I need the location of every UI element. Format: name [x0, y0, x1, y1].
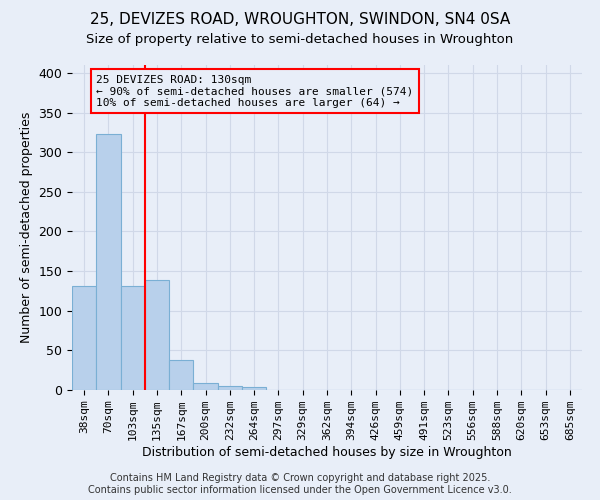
Y-axis label: Number of semi-detached properties: Number of semi-detached properties	[20, 112, 33, 343]
Bar	[218, 386, 242, 390]
X-axis label: Distribution of semi-detached houses by size in Wroughton: Distribution of semi-detached houses by …	[142, 446, 512, 459]
Bar	[121, 286, 145, 390]
Bar	[193, 383, 218, 390]
Text: Size of property relative to semi-detached houses in Wroughton: Size of property relative to semi-detach…	[86, 32, 514, 46]
Bar	[242, 387, 266, 390]
Bar	[96, 134, 121, 390]
Bar	[72, 286, 96, 390]
Bar	[169, 360, 193, 390]
Text: 25, DEVIZES ROAD, WROUGHTON, SWINDON, SN4 0SA: 25, DEVIZES ROAD, WROUGHTON, SWINDON, SN…	[90, 12, 510, 28]
Text: Contains HM Land Registry data © Crown copyright and database right 2025.
Contai: Contains HM Land Registry data © Crown c…	[88, 474, 512, 495]
Text: 25 DEVIZES ROAD: 130sqm
← 90% of semi-detached houses are smaller (574)
10% of s: 25 DEVIZES ROAD: 130sqm ← 90% of semi-de…	[96, 74, 413, 108]
Bar	[145, 280, 169, 390]
